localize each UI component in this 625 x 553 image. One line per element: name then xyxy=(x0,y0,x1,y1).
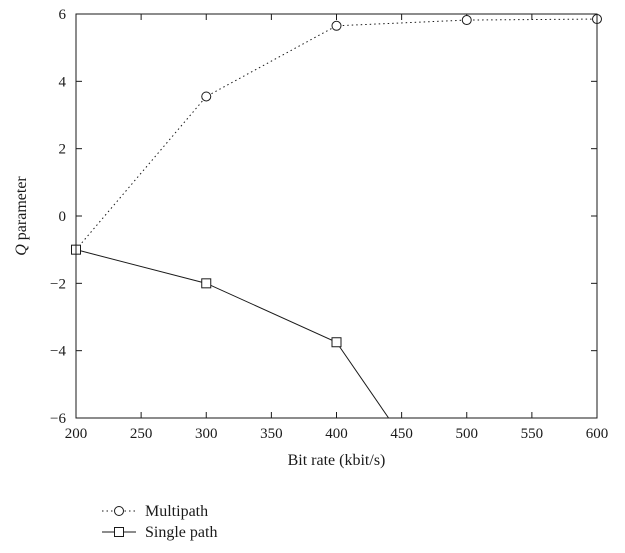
y-axis-label-rest: parameter xyxy=(13,176,30,245)
x-tick-label: 250 xyxy=(130,426,153,442)
y-tick-label: −4 xyxy=(50,344,66,360)
series-single-path xyxy=(71,244,390,418)
series-line-multipath xyxy=(76,18,597,250)
plot-frame xyxy=(75,13,598,419)
x-tick-label: 550 xyxy=(521,426,544,442)
legend-marker xyxy=(114,506,124,516)
legend-marker xyxy=(114,527,124,537)
y-axis-label-italic: Q xyxy=(13,244,30,256)
tick-labels: 200 250 300 350 400 450 500 550 600 −6 −4 −2 0 2 4 6 xyxy=(50,7,608,442)
x-tick-label: 200 xyxy=(65,426,88,442)
x-tick-label: 500 xyxy=(456,426,479,442)
legend-item-single-path: Single path xyxy=(102,524,217,541)
legend-item-multipath: Multipath xyxy=(102,503,208,520)
legend-label: Single path xyxy=(145,524,217,541)
data-point-single-path xyxy=(331,337,342,348)
x-tick-label: 350 xyxy=(260,426,283,442)
data-point-multipath xyxy=(461,15,472,26)
series-line-single-path xyxy=(76,249,390,418)
y-tick-label: 0 xyxy=(59,209,67,225)
data-point-multipath xyxy=(201,91,212,102)
y-tick-label: 2 xyxy=(59,142,67,158)
data-point-single-path xyxy=(201,278,212,289)
x-axis-label: Bit rate (kbit/s) xyxy=(288,452,386,469)
x-tick-label: 450 xyxy=(390,426,413,442)
data-point-multipath xyxy=(331,20,342,31)
y-tick-label: −6 xyxy=(50,411,66,427)
legend-label: Multipath xyxy=(145,503,208,520)
y-tick-label: 4 xyxy=(59,74,67,90)
x-tick-label: 600 xyxy=(586,426,609,442)
y-tick-label: 6 xyxy=(59,7,67,23)
series-layer xyxy=(71,14,602,418)
series-multipath xyxy=(71,14,602,255)
tick-marks xyxy=(75,13,598,419)
x-tick-label: 300 xyxy=(195,426,218,442)
x-tick-label: 400 xyxy=(325,426,348,442)
y-axis-label: Q parameter xyxy=(13,176,30,256)
y-tick-label: −2 xyxy=(50,276,66,292)
legend: Multipath Single path xyxy=(102,503,217,541)
